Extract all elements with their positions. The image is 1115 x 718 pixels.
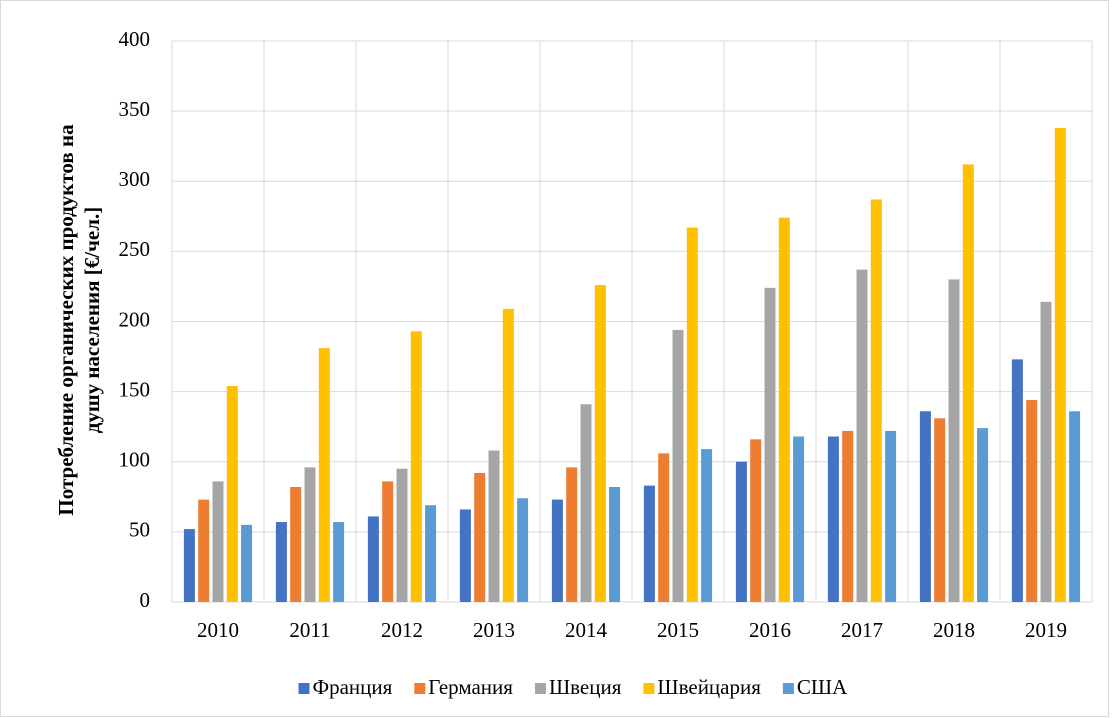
bar xyxy=(1040,301,1052,602)
legend-label: Франция xyxy=(313,675,393,699)
bar xyxy=(474,472,486,602)
bar xyxy=(396,468,408,602)
bar xyxy=(502,308,514,602)
bar xyxy=(672,329,684,602)
y-tick-label: 350 xyxy=(119,97,151,121)
bar xyxy=(750,439,762,602)
bar xyxy=(367,516,379,602)
bar xyxy=(594,285,606,602)
legend-label: Швейцария xyxy=(657,675,761,699)
bar xyxy=(1011,359,1023,602)
bar xyxy=(962,164,974,603)
x-tick-label: 2016 xyxy=(749,618,791,642)
y-tick-label: 150 xyxy=(119,377,151,401)
y-tick-label: 200 xyxy=(119,307,151,331)
bar xyxy=(566,467,578,602)
y-tick-label: 400 xyxy=(119,27,151,51)
bar xyxy=(382,481,394,602)
x-tick-label: 2014 xyxy=(565,618,608,642)
bar xyxy=(212,481,224,602)
bar xyxy=(580,404,592,602)
bar xyxy=(290,486,302,602)
bar xyxy=(686,227,698,602)
bar xyxy=(735,461,747,602)
bar xyxy=(870,199,882,603)
bar xyxy=(701,449,713,602)
legend-swatch xyxy=(534,683,546,694)
bar xyxy=(410,331,422,602)
bar xyxy=(934,418,946,602)
bar xyxy=(885,430,897,602)
y-tick-label: 50 xyxy=(129,518,150,542)
bar xyxy=(842,430,854,602)
x-tick-label: 2015 xyxy=(657,618,699,642)
bar xyxy=(1054,127,1066,602)
y-tick-label: 0 xyxy=(140,588,151,612)
x-tick-label: 2017 xyxy=(841,618,883,642)
legend-label: США xyxy=(797,675,848,699)
legend-swatch xyxy=(643,683,655,694)
x-tick-label: 2011 xyxy=(289,618,330,642)
bar xyxy=(827,436,839,602)
bar xyxy=(425,505,437,602)
y-axis-title: Потребление органических продуктов на ду… xyxy=(54,124,104,516)
legend-swatch xyxy=(782,683,794,694)
legend-label: Швеция xyxy=(549,675,622,699)
bar xyxy=(241,524,253,602)
bar xyxy=(793,436,805,602)
bar xyxy=(1026,400,1038,602)
x-tick-label: 2013 xyxy=(473,618,515,642)
bar xyxy=(517,498,529,602)
bar xyxy=(977,428,989,602)
bar xyxy=(488,450,500,602)
bar xyxy=(764,287,776,602)
bar xyxy=(304,467,316,602)
bar xyxy=(856,269,868,602)
x-tick-label: 2018 xyxy=(933,618,975,642)
bar xyxy=(198,499,210,602)
bar xyxy=(643,485,655,602)
bar xyxy=(551,499,563,602)
bar xyxy=(226,386,238,602)
bar xyxy=(658,453,670,602)
bar xyxy=(609,486,621,602)
y-axis-title-line: Потребление органических продуктов на xyxy=(54,124,78,516)
legend-swatch xyxy=(414,683,426,694)
bar xyxy=(183,529,195,602)
bar xyxy=(318,348,330,602)
x-tick-label: 2010 xyxy=(197,618,239,642)
bar xyxy=(778,217,790,602)
legend-swatch xyxy=(298,683,310,694)
bar xyxy=(919,411,931,602)
y-axis-title-line: душу населения [€/чел.] xyxy=(80,207,104,434)
y-tick-label: 250 xyxy=(119,237,151,261)
legend-label: Германия xyxy=(428,675,513,699)
x-tick-label: 2019 xyxy=(1025,618,1067,642)
bar xyxy=(275,522,287,602)
bar xyxy=(1069,411,1081,602)
bar xyxy=(333,522,345,602)
x-tick-label: 2012 xyxy=(381,618,423,642)
bar xyxy=(459,509,471,602)
y-tick-label: 100 xyxy=(119,448,151,472)
y-tick-label: 300 xyxy=(119,167,151,191)
bar xyxy=(948,279,960,602)
